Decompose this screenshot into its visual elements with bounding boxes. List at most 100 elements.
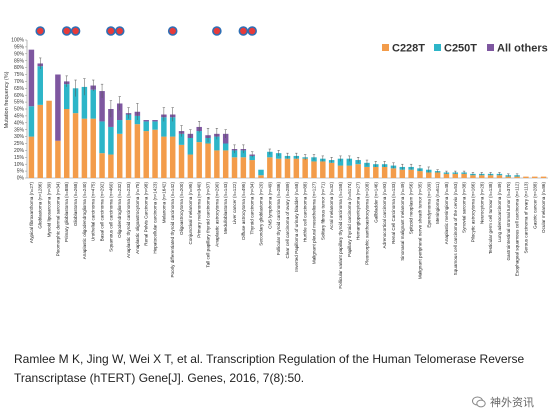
bar-c228t [399,169,406,178]
bar-c250t [178,133,185,145]
category-label: Hurthle cell carcinoma (n=88) [303,182,308,243]
category-label: Urothelial carcinoma (n=475) [91,182,96,242]
category-label: Renal Pelvis Carcinoma (n=98) [144,182,149,246]
bar-c228t [284,158,291,178]
bar-c228t [381,166,388,178]
bar-c228t [487,175,494,178]
bar-c228t [540,176,547,178]
bar-c228t [99,153,105,178]
bar-c228t [116,133,123,178]
bar-c250t [152,121,158,130]
bar-c250t [90,89,96,119]
category-label: Squamous cell carcinoma (n=460) [108,182,113,252]
category-label: Basal cell carcinoma (n=292) [100,182,105,242]
y-tick-label: 10% [14,162,25,168]
category-label: Anaplastic meningioma (n=48) [444,182,449,245]
category-label: Squamous cell carcinoma of the cervix (n… [453,182,458,276]
bar-c228t [37,104,43,178]
bar-c250t [108,126,114,155]
y-axis-ticks: 0%5%10%15%20%25%30%35%40%45%50%55%60%65%… [11,38,548,182]
category-label: Pleomorphic dermal sarcoma (n=34) [55,182,60,257]
category-label: Adrenocortical carcinoma (n=93) [382,182,387,249]
bar-c228t [461,173,467,178]
y-tick-label: 30% [14,134,25,140]
bar-all-others [28,49,35,107]
highlight-marker [212,26,222,36]
bar-c250t [28,106,35,137]
bar-c228t [346,165,353,178]
bar-c228t [240,157,247,178]
bar-all-others [152,120,158,122]
y-tick-label: 80% [14,65,25,71]
bar-c228t [408,169,414,178]
x-axis-labels: Atypical fibroxanthoma (n=27) Glioblastom… [29,182,546,289]
bar-all-others [116,103,123,121]
highlight-marker [238,26,249,36]
category-label: Diffuse astrocytoma (n=495) [241,182,246,240]
citation-text: Ramlee M K, Jing W, Wei X T, et al. Tran… [14,352,525,385]
legend-swatch [434,44,441,51]
bar-c228t [214,150,220,178]
category-label: Primary melanoma (n=340) [197,182,202,238]
bar-c228t [28,136,35,178]
category-label: Follicular variant papillary thyroid car… [338,182,343,289]
category-label: Oligodendroglioma (n=232) [117,182,122,238]
bar-c250t [222,143,229,151]
bar-c228t [443,173,450,178]
category-label: Serous carcinoma of ovary (n=113) [523,182,528,254]
highlight-marker [247,26,257,36]
highlight-marker [114,26,125,36]
category-label: Inverted Papilloma of urinary bladder (n… [294,182,299,272]
bar-c228t [152,129,158,178]
y-tick-label: 90% [14,51,25,57]
category-label: Meningioma (n=611) [435,182,440,224]
category-label: Pilocytic astrocytoma (n=166) [470,182,475,243]
category-label: Medulloblastoma (n=143) [223,182,228,234]
category-label: Anaplastic thyroid carcinoma (n=233) [126,182,131,258]
bar-c228t [496,175,503,178]
bar-c228t [293,158,300,178]
highlight-marker [106,26,116,36]
bar-c228t [134,124,141,178]
y-tick-label: 50% [14,107,25,113]
category-label: Conjunctival melanoma (n=95) [188,182,193,245]
bar-series [28,49,547,178]
highlight-marker [35,26,46,36]
bar-c228t [187,154,194,178]
bar-c228t [178,144,185,178]
category-label: Myxoid liposarcoma (n=39) [47,182,52,238]
bar-c250t [143,121,149,132]
y-tick-label: 5% [17,169,25,175]
category-label: Follicular thyroid carcinoma (n=286) [276,182,281,256]
wechat-icon [472,396,486,408]
bar-c228t [328,162,335,178]
y-axis-title: Mutation frequency (%) [4,71,10,128]
category-label: Spitzoid neoplasm (n=56) [409,182,414,235]
bar-c250t [37,66,43,105]
bar-c250t [240,150,247,158]
bar-c250t [161,117,167,137]
bar-c228t [63,109,70,178]
bar-c250t [337,158,344,166]
category-label: Secondary glioblastoma (n=20) [259,182,264,246]
highlight-marker [70,26,81,36]
bar-c250t [249,155,255,161]
legend-swatch [382,44,389,51]
category-label: Anaplastic oligoastrocytoma (n=75) [135,182,140,254]
bar-c228t [426,172,432,178]
bar-c228t [311,161,317,178]
category-label: Gastric cancer (n=288) [532,182,537,229]
category-label: Renal Cell Carcinoma (n=133) [391,182,396,244]
bar-c228t [434,172,441,178]
bar-c250t [99,121,105,154]
category-label: Neurocytoma (n=28) [479,182,484,224]
bar-c228t [302,158,308,178]
y-tick-label: 95% [14,45,25,51]
category-label: Poorly differentiated thyroid carcinoma … [170,182,175,278]
y-tick-label: 60% [14,93,25,99]
bar-c228t [161,136,167,178]
bar-c250t [72,88,79,114]
bar-c228t [532,176,538,178]
bar-c228t [55,140,61,178]
bar-c228t [523,176,529,178]
